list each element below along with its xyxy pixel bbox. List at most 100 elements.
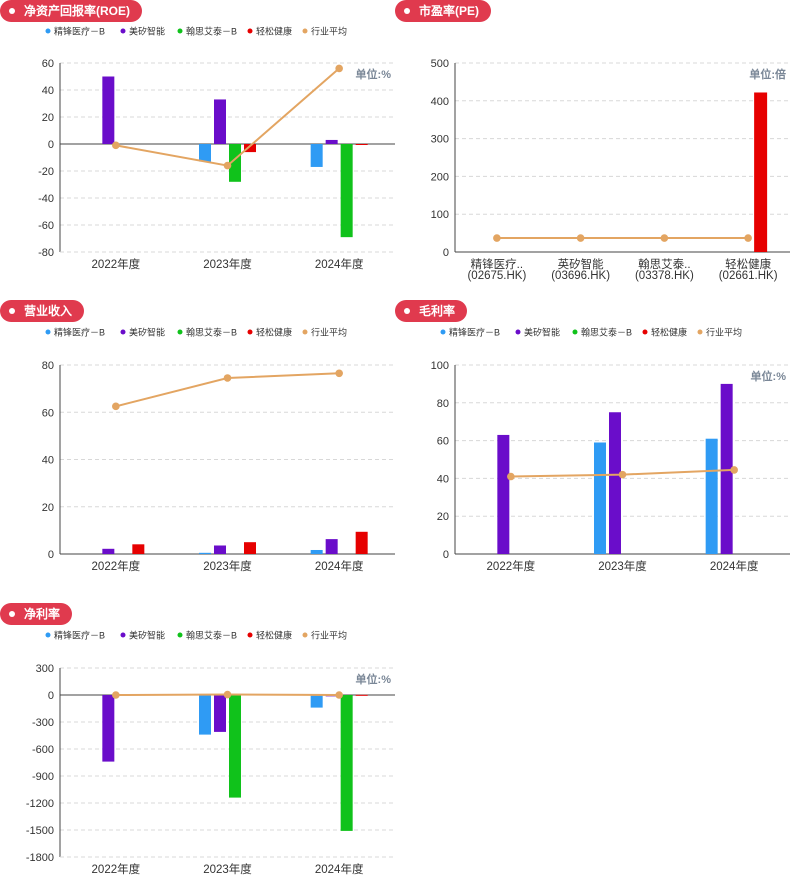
roe-legend-dot-2 xyxy=(177,28,183,34)
gross-ytick-label: 20 xyxy=(437,511,449,523)
revenue-bar-3-1 xyxy=(244,542,256,554)
roe-legend-dot-3 xyxy=(247,28,253,34)
net-bar-3-2 xyxy=(355,694,368,696)
net-ytick-label: -600 xyxy=(32,744,54,756)
net-legend-dot-4 xyxy=(302,632,308,638)
roe-unit-label: 单位:% xyxy=(356,67,392,81)
pe-avg-point-3 xyxy=(744,234,752,242)
roe-avg-point-1 xyxy=(223,161,232,170)
revenue-legend-dot-0 xyxy=(45,329,51,335)
gross-legend-label-3: 轻松健康 xyxy=(651,327,687,338)
net-bar-1-0 xyxy=(102,695,115,762)
revenue-legend-label-3: 轻松健康 xyxy=(256,327,292,338)
gross-avg-point-0 xyxy=(507,472,515,481)
roe-xtick-label: 2022年度 xyxy=(92,257,141,271)
revenue-avg-point-0 xyxy=(112,402,120,411)
pe-xtick-label: 轻松健康 xyxy=(725,257,771,271)
pe-ytick-label: 200 xyxy=(431,171,449,183)
revenue-avg-point-1 xyxy=(223,374,232,382)
net-ytick-label: -1200 xyxy=(26,798,54,810)
revenue-ytick-label: 60 xyxy=(42,407,54,419)
net-avg-point-2 xyxy=(335,691,343,699)
roe-xtick-label: 2024年度 xyxy=(315,257,364,271)
net-ytick-label: -900 xyxy=(32,771,54,783)
roe-bar-1-1 xyxy=(214,99,226,144)
roe-ytick-label: -20 xyxy=(38,166,54,178)
revenue-panel: 营业收入 精锋医疗－B 美矽智能 翰思艾泰－B 轻松健康 行业平均 80 60 40 20 0 20… xyxy=(0,300,395,575)
net-bar-1-1 xyxy=(214,695,226,732)
pe-tag[interactable]: 市盈率(PE) xyxy=(395,0,492,22)
net-chart: 精锋医疗－B 美矽智能 翰思艾泰－B 轻松健康 行业平均 300 0 -300 -600 -900… xyxy=(26,630,395,876)
roe-xtick-label: 2023年度 xyxy=(203,257,252,271)
roe-bar-1-0 xyxy=(102,76,115,144)
gross-legend-dot-0 xyxy=(440,329,446,335)
gross-bar-1-1 xyxy=(609,412,621,554)
gross-ytick-label: 60 xyxy=(437,436,449,448)
revenue-bar-3-0 xyxy=(132,544,145,554)
revenue-legend-label-1: 美矽智能 xyxy=(129,327,165,338)
gross-unit-label: 单位:% xyxy=(751,369,787,383)
net-legend-label-2: 翰思艾泰－B xyxy=(186,630,237,641)
pe-xtick-label: 精锋医疗.. xyxy=(471,257,523,271)
gross-chart: 精锋医疗－B 美矽智能 翰思艾泰－B 轻松健康 行业平均 100 80 60 40 20 0 2022… xyxy=(431,327,790,573)
roe-legend-dot-1 xyxy=(120,28,126,34)
net-tag[interactable]: 净利率 xyxy=(0,603,73,625)
pe-xtick-sublabel: (02661.HK) xyxy=(719,270,778,282)
gross-ytick-label: 80 xyxy=(437,398,449,410)
pe-avg-point-2 xyxy=(660,234,669,242)
roe-tag[interactable]: 净资产回报率(ROE) xyxy=(0,0,142,22)
net-ytick-label: -300 xyxy=(32,717,54,729)
revenue-legend-dot-4 xyxy=(302,329,308,335)
revenue-ytick-label: 0 xyxy=(48,549,54,561)
gross-ytick-label: 0 xyxy=(443,549,449,561)
net-legend-label-1: 美矽智能 xyxy=(129,630,165,641)
revenue-xtick-label: 2024年度 xyxy=(315,559,364,573)
net-xtick-label: 2022年度 xyxy=(92,862,141,876)
gross-legend-label-2: 翰思艾泰－B xyxy=(581,327,632,338)
gross-bar-1-0 xyxy=(497,434,510,554)
gross-xtick-label: 2022年度 xyxy=(487,559,536,573)
revenue-tag[interactable]: 营业收入 xyxy=(0,300,85,322)
revenue-legend-dot-3 xyxy=(247,329,253,335)
net-bar-0-2 xyxy=(310,695,323,708)
roe-bar-1-2 xyxy=(325,139,338,144)
roe-bar-2-1 xyxy=(229,144,241,182)
roe-ytick-label: 40 xyxy=(42,85,54,97)
gross-tag[interactable]: 毛利率 xyxy=(395,300,468,322)
revenue-ytick-label: 40 xyxy=(42,455,54,467)
net-unit-label: 单位:% xyxy=(356,672,392,686)
gross-legend-dot-1 xyxy=(515,329,521,335)
roe-panel: 净资产回报率(ROE) 精锋医疗－B 美矽智能 翰思艾泰－B 轻松健康 行业平均 60 40… xyxy=(0,0,395,275)
revenue-bar-3-2 xyxy=(355,531,368,554)
net-legend-label-4: 行业平均 xyxy=(311,630,347,641)
net-legend-label-0: 精锋医疗－B xyxy=(54,630,105,641)
gross-legend-label-4: 行业平均 xyxy=(706,327,742,338)
roe-legend-label-4: 行业平均 xyxy=(311,26,347,37)
pe-xtick-label: 翰思艾泰.. xyxy=(638,257,690,271)
roe-legend-dot-0 xyxy=(45,28,51,34)
pe-unit-label: 单位:倍 xyxy=(749,67,786,81)
pe-xtick-sublabel: (02675.HK) xyxy=(467,270,526,282)
net-bar-2-1 xyxy=(229,695,241,798)
pe-ytick-label: 300 xyxy=(431,134,449,146)
net-ytick-label: -1500 xyxy=(26,825,54,837)
revenue-bar-1-1 xyxy=(214,545,226,554)
roe-avg-point-0 xyxy=(112,141,120,150)
pe-panel: 市盈率(PE) 500 400 300 200 100 0 精锋医疗.. (02675.HK)… xyxy=(395,0,790,290)
pe-chart: 500 400 300 200 100 0 精锋医疗..(02675.HK) 英矽智能(036… xyxy=(431,58,790,282)
net-bar-2-2 xyxy=(340,695,353,831)
gross-bar-0-1 xyxy=(594,442,606,554)
roe-chart: 精锋医疗－B 美矽智能 翰思艾泰－B 轻松健康 行业平均 60 40 20 0 -20 -40 -60… xyxy=(38,26,395,271)
revenue-ytick-label: 20 xyxy=(42,502,54,514)
roe-bar-0-1 xyxy=(199,144,211,162)
pe-avg-point-1 xyxy=(576,234,585,242)
revenue-chart: 精锋医疗－B 美矽智能 翰思艾泰－B 轻松健康 行业平均 80 60 40 20 0 2022年度 2… xyxy=(42,327,395,573)
roe-bar-2-2 xyxy=(340,144,353,238)
gross-avg-point-2 xyxy=(730,466,738,474)
net-legend-dot-3 xyxy=(247,632,253,638)
roe-legend-dot-4 xyxy=(302,28,308,34)
roe-ytick-label: 0 xyxy=(48,139,54,151)
net-avg-point-1 xyxy=(223,690,232,699)
roe-legend-label-2: 翰思艾泰－B xyxy=(186,26,237,37)
roe-bar-0-2 xyxy=(310,144,323,167)
